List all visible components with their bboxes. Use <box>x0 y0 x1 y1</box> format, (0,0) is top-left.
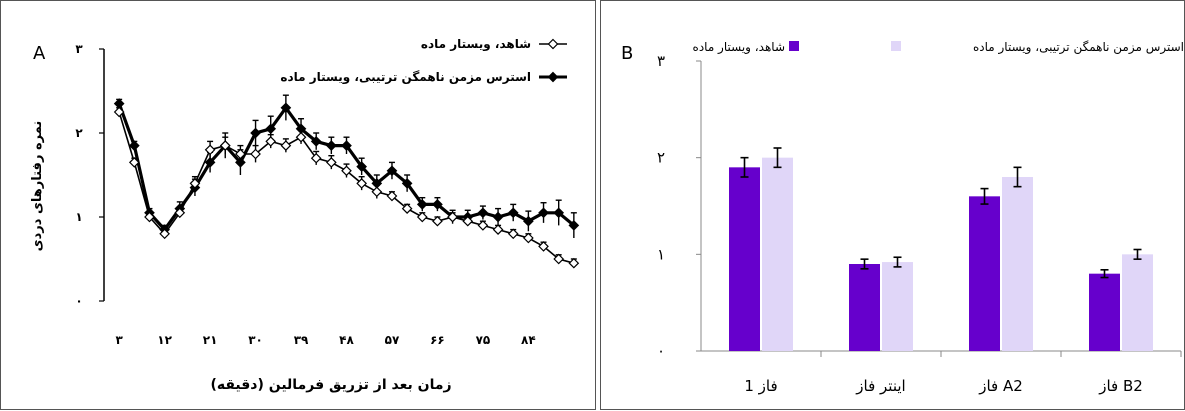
data-point <box>371 186 383 198</box>
data-point <box>250 127 261 139</box>
x-axis-title: زمان بعد از تزریق فرمالین (دقیقه) <box>210 377 451 393</box>
legend-label-0: شاهد، ویستار ماده <box>421 37 531 52</box>
data-point <box>462 215 474 227</box>
x-tick-label: ۳ <box>115 333 123 347</box>
x-tick-label: ۸۴ <box>521 333 536 347</box>
data-point <box>295 131 307 143</box>
x-tick-label: ۳۹ <box>294 333 309 347</box>
data-point <box>523 232 534 244</box>
data-point <box>523 215 534 227</box>
data-point <box>204 157 216 168</box>
y-tick-label: ۱ <box>657 245 665 263</box>
x-tick-label: ۲۱ <box>203 333 218 347</box>
data-point <box>159 228 170 240</box>
data-point <box>401 203 413 214</box>
chart-panel-a: A ۰ ۱ ۲ ۳ ۳ ۱۲ ۲۱ ۳۰ ۳۹ ۴۸ ۵۷ ۶۶ ۷۵ ۸۴ زمان بعد از تزری… <box>0 0 596 410</box>
data-point <box>128 157 140 168</box>
data-point <box>280 140 292 151</box>
data-point <box>356 161 368 172</box>
x-tick-label: اینتر فاز <box>855 377 905 395</box>
x-tick-label: فاز 1 <box>744 377 777 395</box>
bar <box>882 262 913 351</box>
bar <box>1089 273 1120 351</box>
data-point <box>416 199 428 210</box>
data-point <box>492 224 504 235</box>
x-tick-label: ۴۸ <box>339 333 354 347</box>
y-tick-label: ۲ <box>75 126 83 140</box>
data-point <box>341 140 352 151</box>
y-tick-label: ۲ <box>657 149 665 167</box>
x-tick-label: ۷۵ <box>476 333 491 347</box>
data-point <box>553 253 565 265</box>
bar <box>729 167 760 351</box>
y-tick-label: ۳ <box>75 42 83 56</box>
data-point <box>538 241 549 252</box>
data-point <box>144 211 155 223</box>
data-point <box>219 140 231 151</box>
data-point <box>113 106 125 118</box>
data-point <box>250 148 261 160</box>
data-point <box>401 178 413 189</box>
panel-letter: A <box>33 43 46 64</box>
data-point <box>538 207 549 219</box>
data-point <box>416 211 428 223</box>
legend-label-0: شاهد، ویستار ماده <box>693 40 785 55</box>
data-point <box>507 228 519 240</box>
legend-marker-0 <box>547 38 559 50</box>
data-point <box>235 148 246 160</box>
data-point <box>432 215 443 227</box>
data-point <box>341 165 352 177</box>
y-tick-label: ۳ <box>657 52 665 70</box>
data-point <box>447 211 458 223</box>
series-line-0 <box>118 111 575 264</box>
y-tick-label: ۰ <box>75 294 82 308</box>
x-tick-label: ۳۰ <box>248 333 263 347</box>
data-point <box>492 211 504 223</box>
data-point <box>128 140 140 151</box>
x-tick-label: ۵۷ <box>385 333 400 347</box>
chart-panel-b: B ۰ ۱ ۲ ۳ فاز 1 اینتر فاز فاز A2 فاز B2 شاهد، ویس… <box>600 0 1185 410</box>
data-point <box>204 144 216 156</box>
bar <box>969 196 1000 351</box>
y-tick-label: ۱ <box>75 210 82 224</box>
y-tick-label: ۰ <box>657 342 665 360</box>
bar <box>1002 177 1033 351</box>
data-point <box>325 157 337 168</box>
data-point <box>386 165 398 177</box>
data-point <box>356 178 368 189</box>
data-point <box>265 136 277 147</box>
bar <box>762 157 793 351</box>
bar <box>849 264 880 351</box>
data-point <box>174 207 186 219</box>
legend-label-1: استرس مزمن ناهمگن ترتیبی، ویستار ماده <box>973 40 1184 55</box>
data-point <box>553 207 565 219</box>
data-point <box>310 152 322 164</box>
legend-swatch-0 <box>789 41 799 51</box>
data-point <box>432 199 443 210</box>
x-tick-label: ۶۶ <box>430 333 445 347</box>
data-point <box>568 257 580 269</box>
data-point <box>568 220 580 231</box>
y-axis-title: نمره رفتارهای دردی <box>30 121 45 252</box>
bar <box>1122 254 1153 351</box>
data-point <box>477 220 489 231</box>
data-point <box>310 136 322 147</box>
data-point <box>325 140 337 151</box>
panel-letter: B <box>621 43 633 64</box>
bar-chart: B ۰ ۱ ۲ ۳ فاز 1 اینتر فاز فاز A2 فاز B2 شاهد، ویس… <box>621 40 1184 395</box>
x-tick-label: فاز A2 <box>978 377 1023 395</box>
legend-marker-1 <box>547 71 559 83</box>
data-point <box>265 123 277 135</box>
x-tick-label: ۱۲ <box>157 333 172 347</box>
data-point <box>189 178 201 189</box>
data-point <box>280 102 292 114</box>
data-point <box>477 207 489 219</box>
data-point <box>507 207 519 219</box>
legend-swatch-1 <box>891 41 901 51</box>
data-point <box>386 190 398 202</box>
legend-label-1: استرس مزمن ناهمگن ترتیبی، ویستار ماده <box>280 70 531 85</box>
x-tick-label: فاز B2 <box>1098 377 1143 395</box>
